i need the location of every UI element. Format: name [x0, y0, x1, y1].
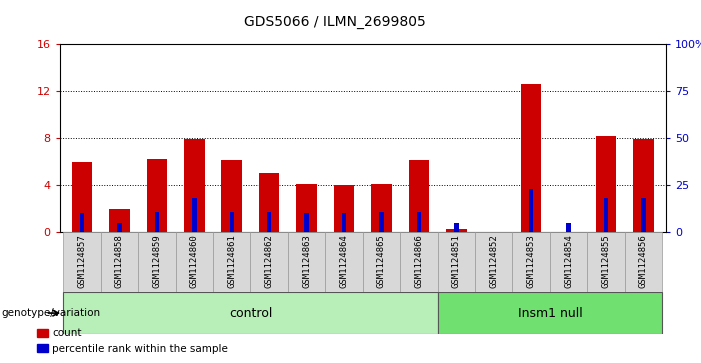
Bar — [379, 212, 383, 232]
Legend: count, percentile rank within the sample: count, percentile rank within the sample — [33, 324, 232, 358]
Bar — [63, 292, 437, 334]
Bar — [521, 83, 541, 232]
Bar — [304, 213, 309, 232]
Bar — [267, 212, 271, 232]
Bar — [80, 213, 84, 232]
Bar — [596, 135, 616, 232]
Text: GSM1124861: GSM1124861 — [227, 234, 236, 288]
Bar — [633, 139, 654, 232]
Text: GSM1124860: GSM1124860 — [190, 234, 199, 288]
Text: GSM1124855: GSM1124855 — [601, 234, 611, 288]
Bar — [176, 232, 213, 292]
Bar — [155, 212, 159, 232]
Bar — [288, 232, 325, 292]
Text: Insm1 null: Insm1 null — [517, 307, 583, 319]
Text: GSM1124853: GSM1124853 — [526, 234, 536, 288]
Text: genotype/variation: genotype/variation — [1, 308, 100, 318]
Bar — [416, 212, 421, 232]
Bar — [101, 232, 138, 292]
Text: GSM1124859: GSM1124859 — [152, 234, 161, 288]
Bar — [529, 189, 533, 232]
Text: GSM1124854: GSM1124854 — [564, 234, 573, 288]
Bar — [342, 213, 346, 232]
Bar — [363, 232, 400, 292]
Text: GSM1124857: GSM1124857 — [78, 234, 86, 288]
Bar — [192, 198, 196, 232]
Bar — [550, 232, 587, 292]
Bar — [109, 209, 130, 232]
Bar — [409, 160, 429, 232]
Bar — [213, 232, 250, 292]
Bar — [259, 173, 280, 232]
Bar — [400, 232, 437, 292]
Bar — [334, 185, 354, 232]
Text: GSM1124858: GSM1124858 — [115, 234, 124, 288]
Bar — [72, 162, 93, 232]
Bar — [229, 212, 234, 232]
Text: GSM1124864: GSM1124864 — [339, 234, 348, 288]
Bar — [437, 292, 662, 334]
Text: GSM1124852: GSM1124852 — [489, 234, 498, 288]
Bar — [297, 184, 317, 232]
Bar — [566, 223, 571, 232]
Bar — [446, 229, 467, 232]
Bar — [641, 198, 646, 232]
Text: GSM1124856: GSM1124856 — [639, 234, 648, 288]
Bar — [250, 232, 288, 292]
Bar — [587, 232, 625, 292]
Bar — [437, 232, 475, 292]
Bar — [184, 139, 205, 232]
Text: GDS5066 / ILMN_2699805: GDS5066 / ILMN_2699805 — [244, 15, 426, 29]
Bar — [475, 232, 512, 292]
Bar — [222, 160, 242, 232]
Bar — [372, 184, 392, 232]
Text: GSM1124851: GSM1124851 — [452, 234, 461, 288]
Bar — [512, 232, 550, 292]
Bar — [325, 232, 363, 292]
Text: GSM1124865: GSM1124865 — [377, 234, 386, 288]
Text: GSM1124866: GSM1124866 — [414, 234, 423, 288]
Bar — [454, 223, 458, 232]
Bar — [147, 159, 168, 232]
Bar — [138, 232, 176, 292]
Bar — [63, 232, 101, 292]
Bar — [117, 223, 122, 232]
Text: GSM1124862: GSM1124862 — [265, 234, 273, 288]
Bar — [604, 198, 608, 232]
Text: GSM1124863: GSM1124863 — [302, 234, 311, 288]
Bar — [625, 232, 662, 292]
Text: control: control — [229, 307, 272, 319]
